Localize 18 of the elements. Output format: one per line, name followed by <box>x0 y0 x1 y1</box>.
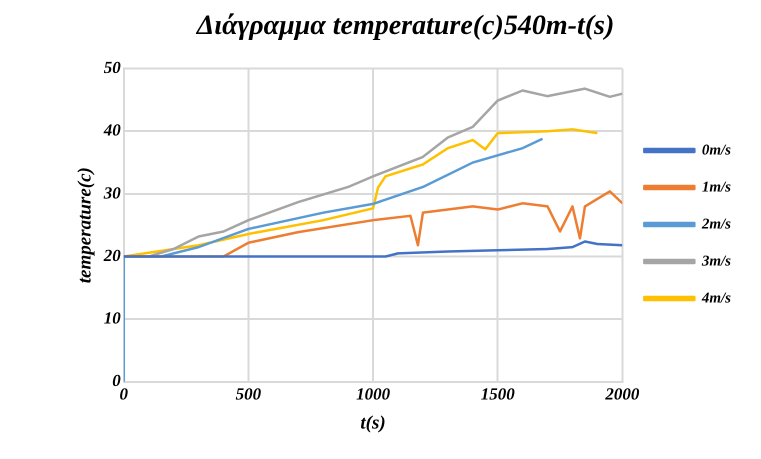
y-tick-label: 20 <box>102 246 122 265</box>
y-tick-label: 0 <box>112 371 122 390</box>
legend-label: 1m/s <box>702 179 732 196</box>
y-tick-label: 10 <box>104 308 122 328</box>
legend-label: 4m/s <box>700 290 732 306</box>
x-tick-label: 1500 <box>480 384 516 404</box>
x-tick-label: 500 <box>236 384 262 404</box>
y-tick-label: 30 <box>102 183 122 202</box>
y-axis-title: temperature(c) <box>74 167 96 284</box>
legend-label: 0m/s <box>702 142 732 158</box>
x-tick-label: 2000 <box>604 384 640 404</box>
x-tick-label: 1000 <box>356 384 391 404</box>
y-tick-label: 50 <box>104 58 122 77</box>
x-axis-title: t(s) <box>360 412 386 434</box>
legend-label: 3m/s <box>700 253 732 270</box>
legend-label: 2m/s <box>700 216 732 232</box>
chart-title: Διάγραμμα temperature(c)540m-t(s) <box>196 10 614 42</box>
y-tick-label: 40 <box>102 120 122 140</box>
